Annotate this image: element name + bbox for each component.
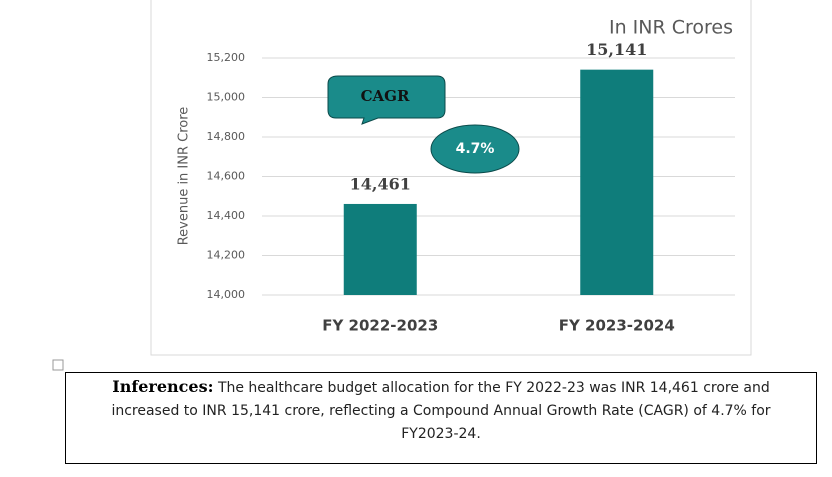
- y-tick-label: 15,000: [207, 91, 246, 104]
- x-tick-label: FY 2023-2024: [559, 317, 675, 335]
- inferences-box: Inferences: The healthcare budget alloca…: [65, 372, 817, 464]
- bar: [343, 203, 417, 295]
- move-handle: [52, 359, 64, 371]
- cagr-ellipse: [430, 124, 520, 174]
- unit-note: In INR Crores: [609, 17, 733, 39]
- y-tick-label: 15,200: [207, 51, 246, 64]
- cagr-callout: [327, 75, 446, 125]
- y-tick-label: 14,800: [207, 130, 246, 143]
- value-label: 14,461: [350, 174, 411, 193]
- inferences-text: The healthcare budget allocation for the…: [111, 380, 771, 442]
- y-tick-label: 14,000: [207, 288, 246, 301]
- y-axis-title: Revenue in INR Crore: [177, 107, 192, 246]
- cagr-value: 4.7%: [456, 141, 495, 157]
- y-tick-label: 14,200: [207, 249, 246, 262]
- y-tick-label: 14,400: [207, 209, 246, 222]
- plot: 14,000 14,200 14,400 14,600 14,800 15,000 15,2…: [207, 40, 735, 335]
- inferences-heading: Inferences:: [112, 377, 214, 396]
- y-tick-label: 14,600: [207, 170, 246, 183]
- value-label: 15,141: [586, 40, 647, 59]
- x-tick-label: FY 2022-2023: [322, 317, 438, 335]
- bar: [580, 69, 654, 295]
- cagr-label: CAGR: [361, 87, 410, 105]
